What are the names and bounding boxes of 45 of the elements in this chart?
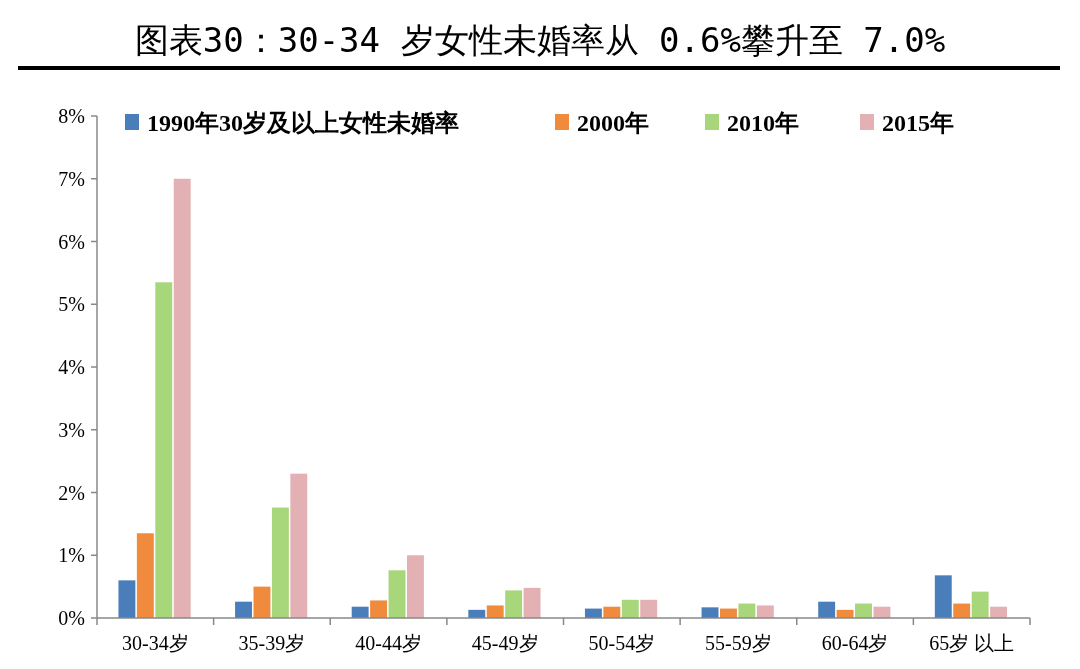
y-tick-label: 0% [58,607,85,629]
bar [756,605,774,618]
bar [290,473,308,618]
y-tick-label: 8% [58,105,85,127]
bar [136,533,154,618]
y-tick-label: 4% [58,356,85,378]
bar [388,570,406,618]
bar [738,603,756,618]
bar [971,591,989,618]
bar [253,586,271,618]
bar [271,507,289,618]
bar [640,599,658,618]
bar [505,590,523,618]
x-tick-label: 55-59岁 [705,632,772,654]
y-tick-label: 1% [58,544,85,567]
bar [621,599,639,618]
bar [953,603,971,618]
bar [486,605,504,618]
bar [173,178,191,618]
x-tick-label: 30-34岁 [121,632,189,654]
x-tick-label: 65岁 以上 [929,632,1015,654]
legend-label: 2010年 [727,110,799,136]
bar [370,600,388,618]
y-tick-label: 3% [58,418,85,441]
y-tick-label: 7% [58,167,85,190]
x-tick-label: 50-54岁 [588,632,656,654]
bar [155,282,173,618]
bar [855,603,872,618]
y-tick-label: 6% [58,230,85,253]
x-tick-label: 60-64岁 [821,632,889,654]
bar [934,575,952,618]
x-tick-label: 45-49岁 [471,632,539,654]
bar [235,601,252,618]
bar [407,555,424,618]
x-tick-label: 35-39岁 [238,632,306,654]
bar [818,601,836,618]
legend-label: 2015年 [882,110,954,136]
chart-title: 图表30：30-34 岁女性未婚率从 0.6%攀升至 7.0% [134,20,946,60]
x-tick-label: 40-44岁 [355,632,422,654]
bar [523,587,541,618]
y-tick-label: 5% [58,293,85,316]
y-tick-label: 2% [58,481,85,504]
bar [118,580,136,618]
legend-label: 1990年30岁及以上女性未婚率 [147,110,459,136]
legend-label: 2000年 [577,110,649,136]
